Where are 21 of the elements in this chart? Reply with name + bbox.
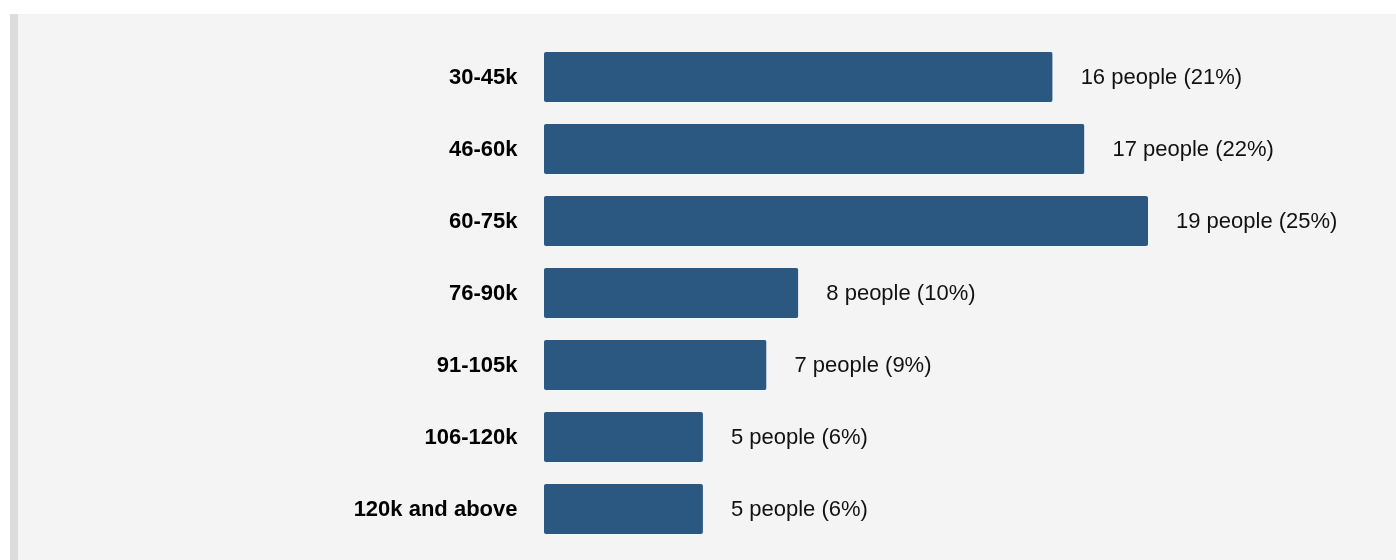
bar [544, 484, 703, 534]
y-tick-label: 120k and above [353, 496, 518, 521]
bar [544, 268, 799, 318]
data-label: 19 people (25%) [1176, 208, 1338, 233]
data-label: 7 people (9%) [794, 352, 932, 377]
y-tick-label: 46-60k [448, 136, 519, 161]
data-label: 5 people (6%) [730, 424, 868, 449]
data-label: 16 people (21%) [1080, 64, 1243, 89]
data-label: 8 people (10%) [826, 280, 976, 305]
y-tick-label: 76-90k [448, 280, 519, 305]
y-tick-label: 91-105k [436, 352, 519, 377]
y-tick-label: 60-75k [448, 208, 519, 233]
y-tick-label: 30-45k [448, 64, 519, 89]
bar [544, 52, 1053, 102]
data-label: 5 people (6%) [730, 496, 868, 521]
bar [544, 196, 1148, 246]
bar [544, 412, 703, 462]
bar [544, 340, 767, 390]
data-label: 17 people (22%) [1112, 136, 1274, 161]
y-tick-label: 106-120k [424, 424, 519, 449]
bar [544, 124, 1085, 174]
